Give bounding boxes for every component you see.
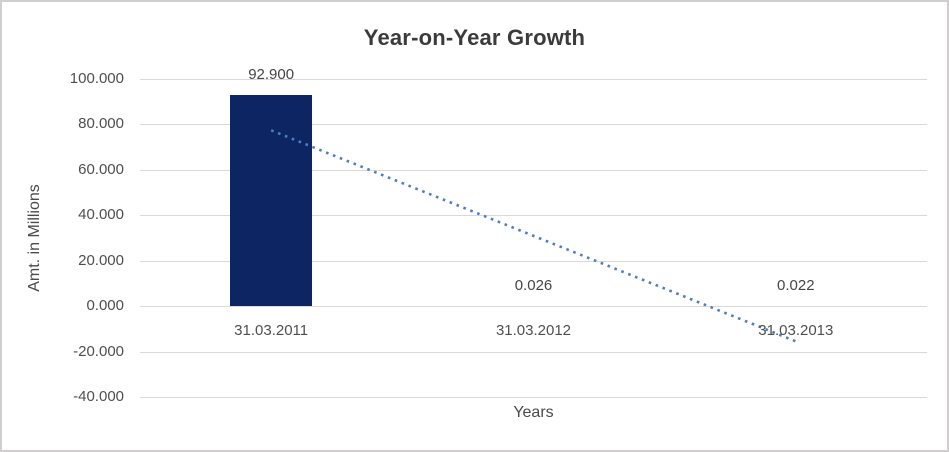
gridline	[140, 351, 927, 353]
y-tick-label: -40.000	[73, 388, 124, 405]
plot-area	[140, 79, 927, 398]
data-label: 0.022	[777, 277, 815, 295]
x-tick-label: 31.03.2013	[758, 322, 834, 340]
y-tick-label: -20.000	[73, 342, 124, 360]
y-tick-label: 20.000	[78, 251, 124, 269]
x-tick-label: 31.03.2011	[234, 322, 309, 340]
chart-title: Year-on-Year Growth	[363, 25, 586, 50]
gridline	[140, 260, 927, 262]
trendline-path	[270, 129, 797, 343]
gridline	[140, 215, 927, 217]
gridline	[140, 79, 927, 80]
bar-31.03.2011	[230, 95, 313, 307]
y-tick-label: 100.000	[69, 70, 124, 87]
gridline	[140, 124, 927, 126]
y-tick-label: 80.000	[78, 115, 124, 133]
data-label: 0.026	[514, 277, 553, 295]
y-tick-label: 0.000	[86, 297, 124, 315]
x-tick-label: 31.03.2012	[495, 322, 572, 340]
y-axis-title-text: Amt. in Millions	[26, 184, 43, 292]
data-label: 92.900	[248, 66, 295, 84]
y-tick-label: 40.000	[78, 206, 124, 224]
trendline	[270, 129, 797, 343]
x-axis-title: Years	[513, 404, 554, 421]
gridline	[140, 397, 927, 398]
y-tick-label: 60.000	[78, 160, 124, 178]
gridline	[140, 169, 927, 171]
gridline	[140, 306, 927, 308]
